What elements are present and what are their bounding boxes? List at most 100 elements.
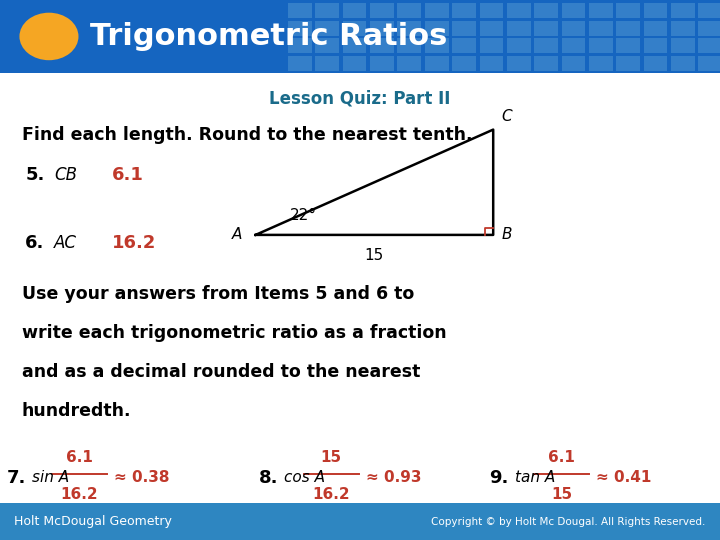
- FancyBboxPatch shape: [425, 21, 449, 36]
- Text: 16.2: 16.2: [312, 487, 350, 502]
- FancyBboxPatch shape: [397, 56, 421, 71]
- Text: and as a decimal rounded to the nearest: and as a decimal rounded to the nearest: [22, 363, 420, 381]
- FancyBboxPatch shape: [452, 56, 476, 71]
- FancyBboxPatch shape: [452, 3, 476, 18]
- FancyBboxPatch shape: [507, 56, 531, 71]
- FancyBboxPatch shape: [315, 38, 339, 53]
- Text: 6.: 6.: [25, 234, 45, 252]
- FancyBboxPatch shape: [288, 3, 312, 18]
- FancyBboxPatch shape: [671, 3, 695, 18]
- FancyBboxPatch shape: [616, 21, 640, 36]
- Text: AC: AC: [54, 234, 77, 252]
- FancyBboxPatch shape: [698, 38, 720, 53]
- Ellipse shape: [19, 12, 78, 60]
- FancyBboxPatch shape: [589, 21, 613, 36]
- FancyBboxPatch shape: [534, 56, 558, 71]
- FancyBboxPatch shape: [480, 3, 503, 18]
- FancyBboxPatch shape: [315, 56, 339, 71]
- FancyBboxPatch shape: [425, 38, 449, 53]
- FancyBboxPatch shape: [589, 56, 613, 71]
- Text: 5.: 5.: [25, 166, 45, 185]
- Text: write each trigonometric ratio as a fraction: write each trigonometric ratio as a frac…: [22, 324, 446, 342]
- FancyBboxPatch shape: [480, 21, 503, 36]
- FancyBboxPatch shape: [698, 3, 720, 18]
- Text: cos A: cos A: [284, 470, 325, 485]
- Text: 7.: 7.: [7, 469, 27, 487]
- FancyBboxPatch shape: [452, 38, 476, 53]
- Text: 6.1: 6.1: [548, 450, 575, 465]
- Text: 15: 15: [365, 248, 384, 263]
- FancyBboxPatch shape: [616, 3, 640, 18]
- Text: 6.1: 6.1: [112, 166, 143, 185]
- Text: CB: CB: [54, 166, 77, 185]
- FancyBboxPatch shape: [562, 3, 585, 18]
- Text: C: C: [502, 109, 513, 124]
- FancyBboxPatch shape: [698, 56, 720, 71]
- Text: ≈ 0.93: ≈ 0.93: [366, 470, 421, 485]
- FancyBboxPatch shape: [671, 38, 695, 53]
- Text: Trigonometric Ratios: Trigonometric Ratios: [90, 22, 447, 51]
- FancyBboxPatch shape: [644, 21, 667, 36]
- Text: B: B: [502, 227, 513, 242]
- FancyBboxPatch shape: [397, 3, 421, 18]
- FancyBboxPatch shape: [0, 503, 720, 540]
- Text: 15: 15: [320, 450, 342, 465]
- FancyBboxPatch shape: [562, 56, 585, 71]
- Text: 6.1: 6.1: [66, 450, 93, 465]
- FancyBboxPatch shape: [370, 21, 394, 36]
- FancyBboxPatch shape: [507, 21, 531, 36]
- FancyBboxPatch shape: [644, 38, 667, 53]
- FancyBboxPatch shape: [507, 3, 531, 18]
- FancyBboxPatch shape: [0, 0, 720, 73]
- FancyBboxPatch shape: [397, 21, 421, 36]
- FancyBboxPatch shape: [534, 38, 558, 53]
- FancyBboxPatch shape: [343, 38, 366, 53]
- Text: 22°: 22°: [290, 208, 317, 224]
- FancyBboxPatch shape: [425, 56, 449, 71]
- Text: ≈ 0.41: ≈ 0.41: [596, 470, 652, 485]
- Text: 9.: 9.: [490, 469, 509, 487]
- FancyBboxPatch shape: [534, 21, 558, 36]
- FancyBboxPatch shape: [562, 21, 585, 36]
- FancyBboxPatch shape: [589, 38, 613, 53]
- FancyBboxPatch shape: [343, 21, 366, 36]
- Text: Copyright © by Holt Mc Dougal. All Rights Reserved.: Copyright © by Holt Mc Dougal. All Right…: [431, 517, 706, 526]
- FancyBboxPatch shape: [315, 3, 339, 18]
- FancyBboxPatch shape: [315, 21, 339, 36]
- FancyBboxPatch shape: [288, 38, 312, 53]
- FancyBboxPatch shape: [343, 56, 366, 71]
- Text: ≈ 0.38: ≈ 0.38: [114, 470, 169, 485]
- Text: A: A: [233, 227, 243, 242]
- Text: hundredth.: hundredth.: [22, 402, 131, 420]
- FancyBboxPatch shape: [288, 21, 312, 36]
- Text: 15: 15: [551, 487, 572, 502]
- FancyBboxPatch shape: [397, 38, 421, 53]
- FancyBboxPatch shape: [452, 21, 476, 36]
- FancyBboxPatch shape: [616, 56, 640, 71]
- FancyBboxPatch shape: [370, 38, 394, 53]
- Text: Holt McDougal Geometry: Holt McDougal Geometry: [14, 515, 172, 528]
- Text: Find each length. Round to the nearest tenth.: Find each length. Round to the nearest t…: [22, 126, 472, 144]
- FancyBboxPatch shape: [480, 56, 503, 71]
- FancyBboxPatch shape: [589, 3, 613, 18]
- FancyBboxPatch shape: [671, 21, 695, 36]
- FancyBboxPatch shape: [343, 3, 366, 18]
- FancyBboxPatch shape: [288, 56, 312, 71]
- Text: 16.2: 16.2: [60, 487, 98, 502]
- Text: Use your answers from Items 5 and 6 to: Use your answers from Items 5 and 6 to: [22, 285, 414, 303]
- FancyBboxPatch shape: [507, 38, 531, 53]
- Text: 16.2: 16.2: [112, 234, 156, 252]
- FancyBboxPatch shape: [370, 3, 394, 18]
- FancyBboxPatch shape: [370, 56, 394, 71]
- FancyBboxPatch shape: [425, 3, 449, 18]
- FancyBboxPatch shape: [671, 56, 695, 71]
- FancyBboxPatch shape: [698, 21, 720, 36]
- Text: sin A: sin A: [32, 470, 70, 485]
- FancyBboxPatch shape: [534, 3, 558, 18]
- FancyBboxPatch shape: [480, 38, 503, 53]
- Text: 8.: 8.: [259, 469, 279, 487]
- Text: Lesson Quiz: Part II: Lesson Quiz: Part II: [269, 90, 451, 108]
- FancyBboxPatch shape: [644, 3, 667, 18]
- FancyBboxPatch shape: [644, 56, 667, 71]
- FancyBboxPatch shape: [562, 38, 585, 53]
